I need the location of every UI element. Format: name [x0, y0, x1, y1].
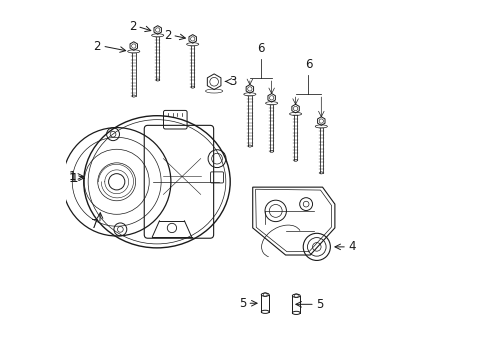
Text: 5: 5	[239, 297, 246, 310]
Text: 7: 7	[91, 218, 99, 231]
Text: 4: 4	[347, 240, 355, 253]
Text: 2: 2	[163, 29, 171, 42]
Text: 2: 2	[128, 20, 136, 33]
Text: 1: 1	[71, 172, 84, 185]
Text: 3: 3	[229, 75, 236, 88]
Text: 2: 2	[93, 40, 101, 53]
Text: 1: 1	[69, 172, 77, 185]
Text: 6: 6	[304, 58, 311, 71]
Text: 5: 5	[315, 298, 323, 311]
Text: 6: 6	[257, 42, 264, 55]
Text: 1: 1	[69, 170, 77, 183]
